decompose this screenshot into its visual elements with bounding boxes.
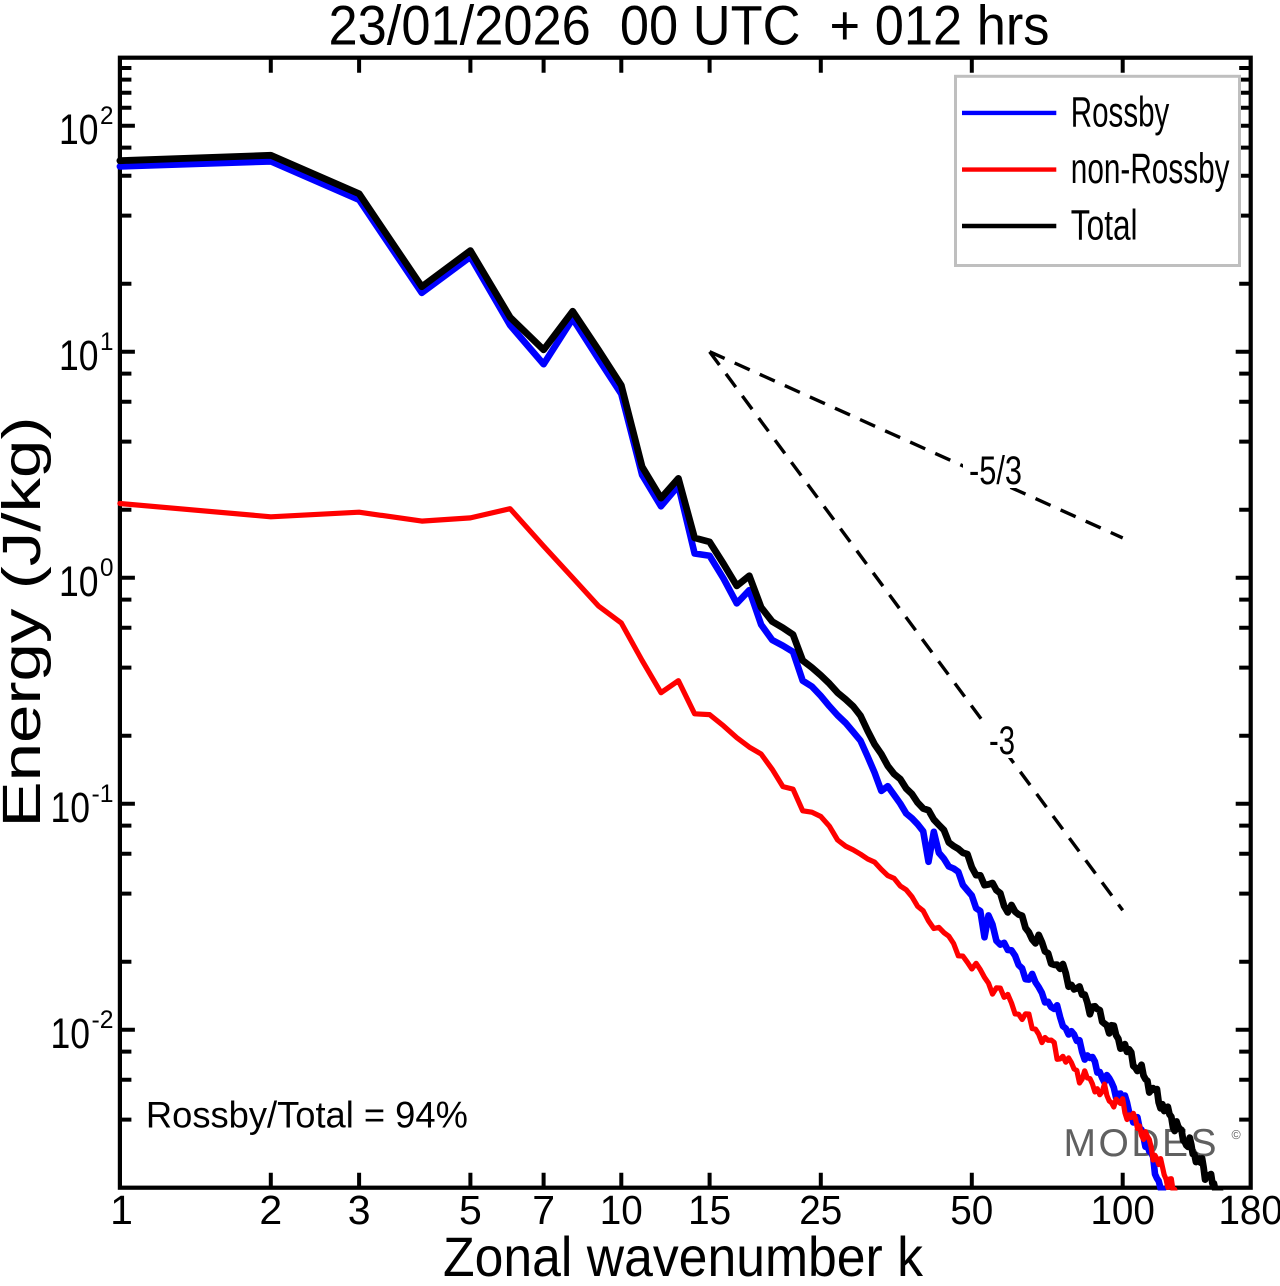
svg-text:10: 10: [59, 106, 99, 154]
svg-text:23/01/2026 00 UTC + 012 hrs: 23/01/2026 00 UTC + 012 hrs: [329, 0, 1050, 57]
svg-text:10: 10: [600, 1187, 643, 1233]
svg-text:10: 10: [59, 558, 99, 606]
svg-text:2: 2: [259, 1187, 282, 1233]
svg-text:Zonal wavenumber k: Zonal wavenumber k: [443, 1225, 924, 1281]
svg-text:1: 1: [100, 328, 114, 356]
svg-text:25: 25: [799, 1187, 842, 1233]
svg-text:5: 5: [459, 1187, 482, 1233]
svg-text:50: 50: [950, 1187, 993, 1233]
svg-text:Rossby/Total = 94%: Rossby/Total = 94%: [146, 1095, 468, 1136]
svg-text:10: 10: [51, 784, 91, 832]
svg-text:-1: -1: [92, 780, 114, 808]
svg-text:7: 7: [532, 1187, 555, 1233]
svg-text:©: ©: [1232, 1128, 1242, 1142]
svg-text:-2: -2: [92, 1006, 114, 1034]
svg-text:15: 15: [688, 1187, 731, 1233]
svg-text:-3: -3: [989, 719, 1015, 763]
svg-text:0: 0: [100, 554, 114, 582]
svg-text:10: 10: [59, 332, 99, 380]
svg-text:100: 100: [1090, 1187, 1155, 1233]
svg-text:3: 3: [348, 1187, 371, 1233]
svg-text:2: 2: [100, 102, 114, 130]
svg-text:-5/3: -5/3: [969, 449, 1022, 493]
svg-text:Energy (J/kg): Energy (J/kg): [0, 417, 52, 828]
svg-text:10: 10: [51, 1010, 91, 1058]
svg-text:180: 180: [1218, 1187, 1280, 1233]
svg-text:non-Rossby: non-Rossby: [1071, 145, 1230, 193]
svg-text:Total: Total: [1071, 202, 1138, 250]
svg-text:1: 1: [110, 1187, 133, 1233]
svg-text:Rossby: Rossby: [1071, 88, 1170, 136]
